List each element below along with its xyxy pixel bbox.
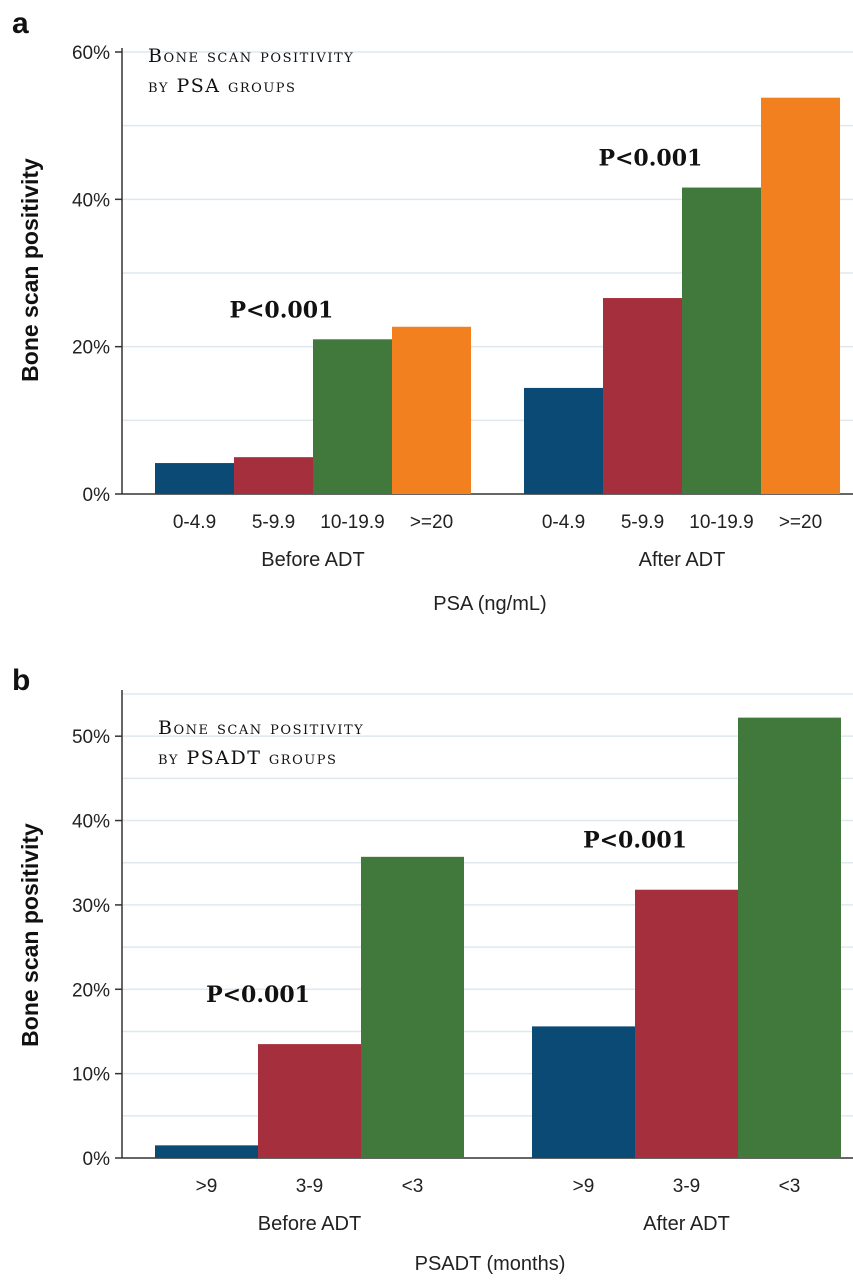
panel-letter-b: b bbox=[12, 664, 30, 697]
x-axis-title: PSADT (months) bbox=[415, 1253, 566, 1275]
x-tick-label: 5-9.9 bbox=[621, 512, 664, 533]
bar-group bbox=[524, 97, 840, 494]
x-tick-label: >9 bbox=[573, 1176, 595, 1197]
y-axis-title: Bone scan positivity bbox=[17, 158, 43, 382]
y-tick-label: 0% bbox=[83, 485, 111, 506]
y-tick-label: 10% bbox=[72, 1065, 110, 1086]
group-label: After ADT bbox=[643, 1213, 730, 1235]
bar bbox=[234, 457, 313, 494]
p-value-annotation: P<0.001 bbox=[598, 146, 702, 172]
chart-title-line2: by PSA groups bbox=[148, 75, 296, 97]
bar-group bbox=[532, 717, 841, 1158]
x-tick-label: >=20 bbox=[410, 512, 453, 533]
y-tick-label: 50% bbox=[72, 727, 110, 748]
bar bbox=[361, 856, 464, 1158]
panel-letter-a: a bbox=[12, 7, 29, 40]
bar bbox=[532, 1026, 635, 1158]
x-tick-label: 10-19.9 bbox=[689, 512, 753, 533]
group-label: After ADT bbox=[639, 549, 726, 571]
bar bbox=[603, 298, 682, 494]
bar bbox=[524, 387, 603, 494]
x-tick-label: >=20 bbox=[779, 512, 822, 533]
bar bbox=[155, 463, 234, 494]
y-tick-label: 40% bbox=[72, 190, 110, 211]
p-value-annotation: P<0.001 bbox=[229, 297, 333, 323]
y-tick-label: 20% bbox=[72, 338, 110, 359]
p-value-annotation: P<0.001 bbox=[583, 828, 687, 854]
bar bbox=[761, 97, 840, 494]
group-label: Before ADT bbox=[258, 1213, 361, 1235]
bar bbox=[635, 889, 738, 1158]
y-tick-label: 20% bbox=[72, 980, 110, 1001]
bar-group bbox=[155, 326, 471, 494]
bar bbox=[682, 187, 761, 494]
y-tick-label: 60% bbox=[72, 43, 110, 64]
y-axis-title: Bone scan positivity bbox=[17, 823, 43, 1047]
x-tick-label: 0-4.9 bbox=[542, 512, 585, 533]
bar-group bbox=[155, 856, 464, 1158]
bar bbox=[313, 339, 392, 494]
x-axis-title: PSA (ng/mL) bbox=[433, 593, 546, 615]
bar bbox=[392, 326, 471, 494]
y-tick-label: 40% bbox=[72, 812, 110, 833]
y-tick-label: 30% bbox=[72, 896, 110, 917]
x-tick-label: 3-9 bbox=[296, 1176, 323, 1197]
chart-title-line1: Bone scan positivity bbox=[158, 717, 364, 739]
y-tick-label: 0% bbox=[83, 1149, 111, 1170]
panel-b-chart: b Bone scan positivity PSADT (months) Bo… bbox=[12, 664, 853, 1275]
bar bbox=[258, 1044, 361, 1158]
x-tick-label: 5-9.9 bbox=[252, 512, 295, 533]
x-tick-label: 0-4.9 bbox=[173, 512, 216, 533]
bar bbox=[738, 717, 841, 1158]
group-label: Before ADT bbox=[261, 549, 364, 571]
p-value-annotation: P<0.001 bbox=[206, 982, 310, 1008]
x-tick-label: 10-19.9 bbox=[320, 512, 384, 533]
bar bbox=[155, 1145, 258, 1158]
x-tick-label: 3-9 bbox=[673, 1176, 700, 1197]
x-tick-label: >9 bbox=[196, 1176, 218, 1197]
panel-a-chart: a Bone scan positivity PSA (ng/mL) Bone … bbox=[12, 7, 853, 615]
chart-title-line1: Bone scan positivity bbox=[148, 45, 354, 67]
chart-title-line2: by PSADT groups bbox=[158, 747, 337, 769]
x-tick-label: <3 bbox=[402, 1176, 424, 1197]
x-tick-label: <3 bbox=[779, 1176, 801, 1197]
